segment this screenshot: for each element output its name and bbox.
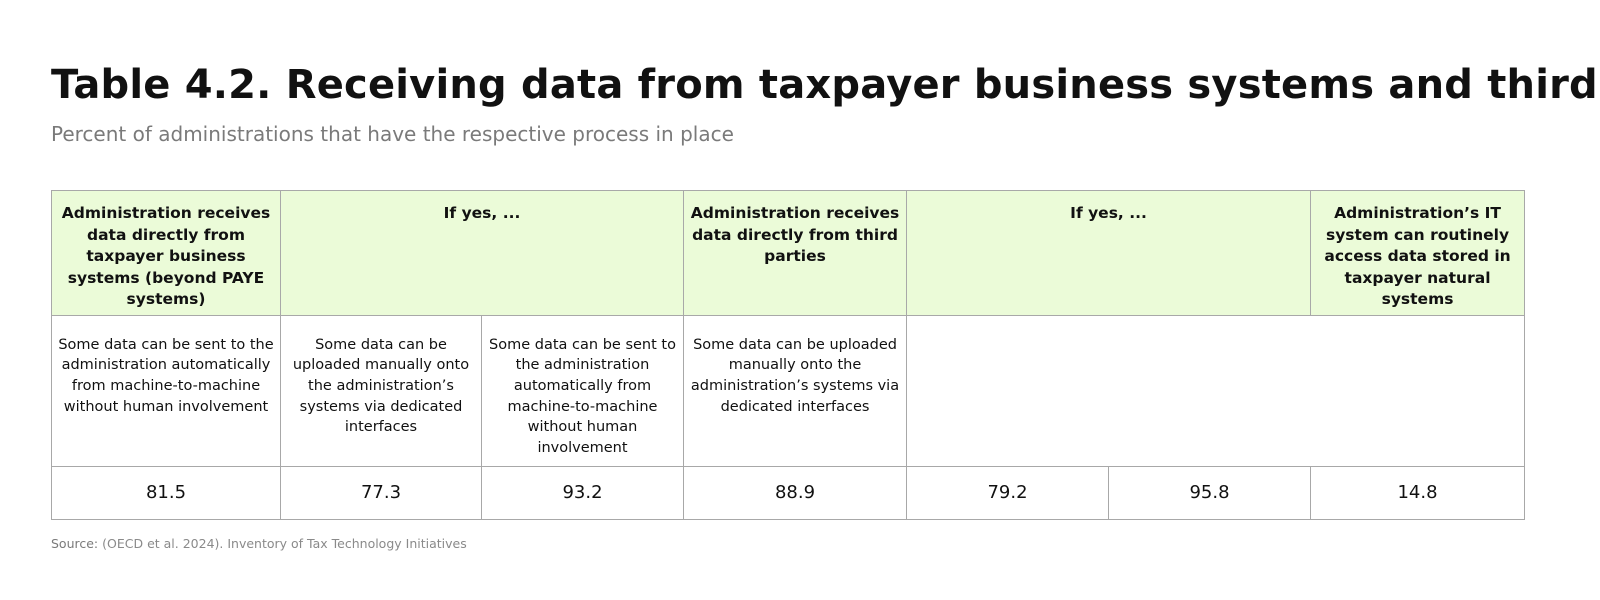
source-note: Source: (OECD et al. 2024). Inventory of…	[51, 536, 467, 551]
value-cell: 14.8	[1310, 465, 1526, 520]
value-cell: 79.2	[906, 465, 1110, 520]
description-cell: Some data can be sent to the administrat…	[51, 314, 281, 467]
value-cell: 93.2	[480, 465, 685, 520]
header-if-yes-third-parties: If yes, ...	[906, 190, 1312, 316]
page-subtitle: Percent of administrations that have the…	[51, 122, 734, 146]
value-row: 81.5 77.3 93.2 88.9 79.2 95.8 14.8	[51, 465, 1526, 520]
data-table: Administration receives data directly fr…	[51, 190, 1526, 520]
value-cell: 77.3	[280, 465, 482, 520]
header-if-yes-business: If yes, ...	[279, 190, 685, 316]
header-receives-from-business-systems: Administration receives data directly fr…	[51, 190, 281, 316]
header-row: Administration receives data directly fr…	[51, 190, 1526, 316]
source-label: Source:	[51, 536, 99, 551]
page-title: Table 4.2. Receiving data from taxpayer …	[51, 62, 1600, 108]
description-cell: Some data can be sent to the administrat…	[480, 314, 685, 467]
value-cell: 88.9	[683, 465, 908, 520]
description-cell: Some data can be uploaded manually onto …	[683, 314, 908, 467]
description-row: Some data can be sent to the administrat…	[51, 314, 1526, 467]
description-cell-empty	[906, 314, 1526, 467]
description-cell: Some data can be uploaded manually onto …	[280, 314, 482, 467]
data-table-container: Administration receives data directly fr…	[51, 190, 1526, 520]
header-it-system-access: Administration’s IT system can routinely…	[1310, 190, 1526, 316]
source-text: (OECD et al. 2024). Inventory of Tax Tec…	[98, 536, 467, 551]
value-cell: 81.5	[51, 465, 281, 520]
header-receives-from-third-parties: Administration receives data directly fr…	[683, 190, 908, 316]
value-cell: 95.8	[1108, 465, 1312, 520]
